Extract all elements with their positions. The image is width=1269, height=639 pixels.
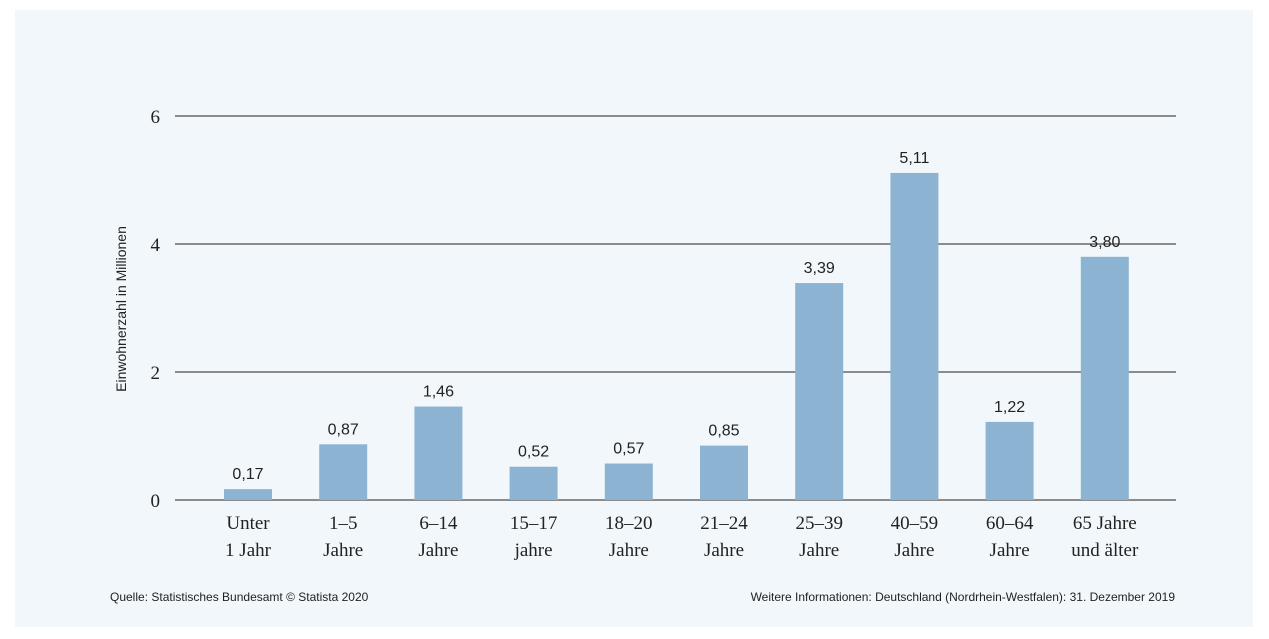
- bar: [509, 466, 558, 500]
- category-label: 1 Jahr: [225, 540, 272, 561]
- bar: [414, 406, 463, 500]
- value-label: 1,22: [994, 399, 1025, 416]
- category-label: Jahre: [418, 540, 458, 561]
- value-label: 0,57: [613, 441, 644, 458]
- category-label: 40–59: [891, 513, 939, 534]
- bar: [319, 444, 368, 500]
- bar: [604, 463, 653, 500]
- y-axis-title: Einwohnerzahl in Millionen: [113, 226, 129, 392]
- chart-frame: [15, 10, 1253, 627]
- category-label: Jahre: [990, 540, 1030, 561]
- category-labels: Unter 1 Jahr 1–5 Jahre 6–14 Jahre 15–17 jahre 18…: [225, 513, 1139, 561]
- value-label: 3,39: [804, 260, 835, 277]
- category-label: 1–5: [329, 513, 358, 534]
- category-label: 15–17: [510, 513, 558, 534]
- value-label: 0,52: [518, 444, 549, 461]
- category-label: Jahre: [323, 540, 363, 561]
- category-label: 6–14: [419, 513, 458, 534]
- value-label: 0,17: [232, 466, 263, 483]
- category-label: und älter: [1071, 540, 1139, 561]
- category-label: 21–24: [700, 513, 748, 534]
- category-label: Jahre: [799, 540, 839, 561]
- bar: [700, 445, 748, 500]
- bar: [985, 421, 1034, 500]
- category-label: 18–20: [605, 513, 653, 534]
- y-tick-label: 6: [151, 107, 161, 128]
- category-label: Jahre: [894, 540, 934, 561]
- additional-info-note: Weitere Informationen: Deutschland (Nord…: [750, 590, 1175, 604]
- value-label: 0,87: [328, 421, 359, 438]
- category-label: 60–64: [986, 513, 1034, 534]
- category-label: Unter: [226, 513, 270, 534]
- bar: [890, 172, 939, 500]
- y-tick-labels: 0 2 4 6: [151, 107, 161, 512]
- value-label: 3,80: [1089, 234, 1120, 251]
- bar: [795, 283, 844, 500]
- y-tick-label: 4: [151, 235, 161, 256]
- y-tick-label: 0: [151, 491, 161, 512]
- source-note: Quelle: Statistisches Bundesamt © Statis…: [110, 590, 369, 604]
- bars: [224, 172, 1129, 500]
- bar: [1080, 256, 1129, 500]
- value-label: 5,11: [899, 150, 929, 167]
- bar: [224, 489, 272, 500]
- y-tick-label: 2: [151, 363, 161, 384]
- category-label: Jahre: [704, 540, 744, 561]
- category-label: 25–39: [795, 513, 843, 534]
- value-label: 1,46: [423, 384, 454, 401]
- category-label: jahre: [514, 540, 553, 561]
- value-labels: 0,17 0,87 1,46 0,52 0,57 0,85 3,39 5,11 1,22 3,80: [232, 150, 1120, 483]
- value-label: 0,85: [708, 423, 739, 440]
- category-label: Jahre: [609, 540, 649, 561]
- category-label: 65 Jahre: [1073, 513, 1137, 534]
